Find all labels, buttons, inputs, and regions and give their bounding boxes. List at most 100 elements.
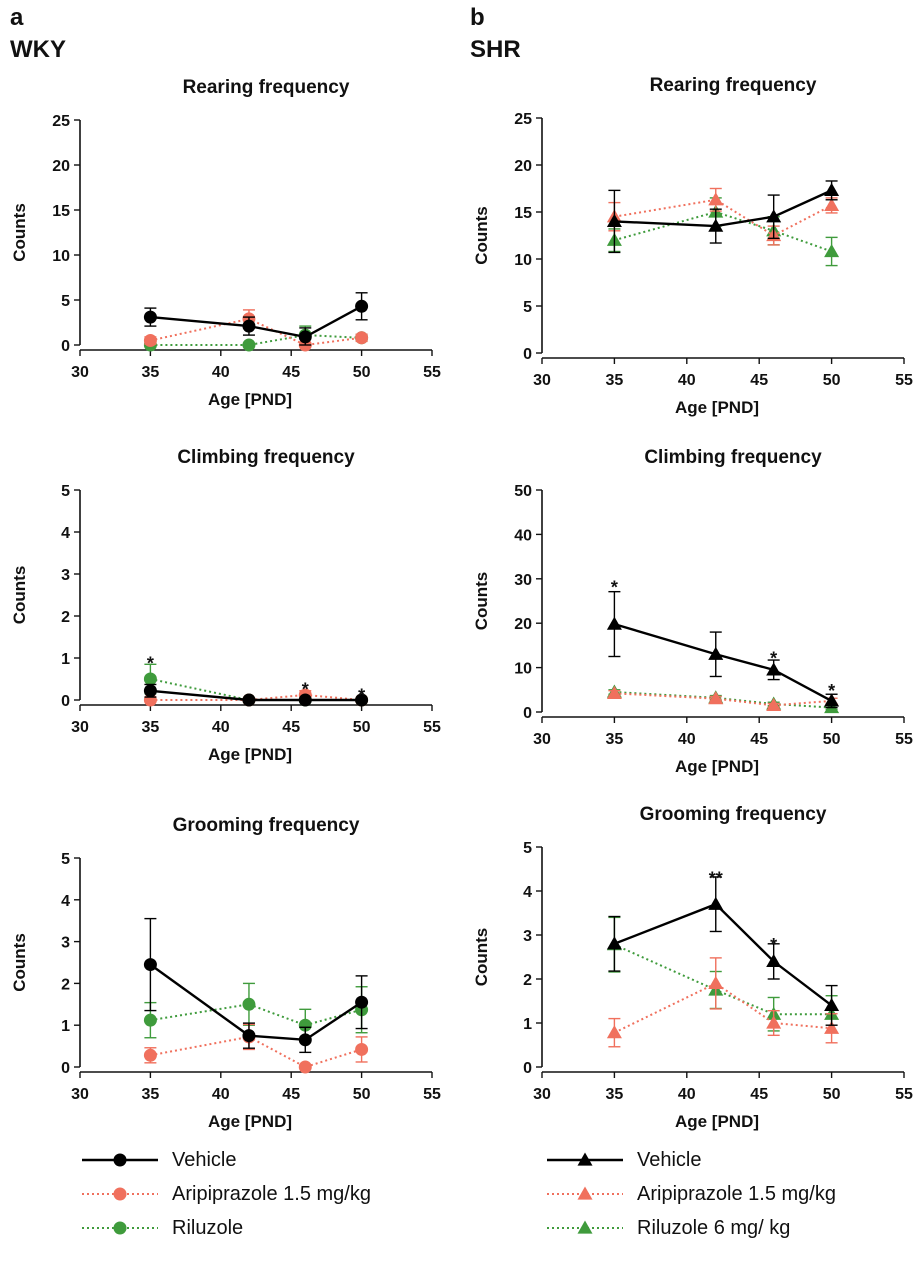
data-point [355,995,369,1009]
legend-label: Riluzole 6 mg/ kg [637,1217,791,1239]
x-tick-label: 40 [212,719,230,736]
data-point [606,1025,622,1039]
y-tick-label: 25 [514,111,532,128]
y-axis-label: Counts [472,928,491,987]
series-line [150,305,363,339]
legend-marker [113,1187,127,1201]
data-point [708,646,724,660]
data-point [298,1033,312,1047]
data-point [242,338,256,352]
data-point [242,319,256,333]
chart-shr-rearing: Rearing frequency 0 5 10 15 20 25 30 35 40 45 50 55 A… [472,75,913,417]
legend-marker [113,1153,127,1167]
series-line [614,692,832,707]
series-line [150,689,362,702]
series-line [614,189,833,228]
legend-swatch [547,1220,623,1234]
data-point [606,685,622,699]
x-tick-label: 55 [423,1086,441,1103]
y-tick-label: 4 [61,525,70,542]
legend-item: Riluzole [80,1211,440,1245]
x-tick-label: 35 [142,364,160,381]
data-point [766,953,782,968]
x-tick-label: 50 [353,364,371,381]
significance-marker: * [770,649,777,669]
y-tick-label: 0 [61,1060,70,1077]
x-tick-label: 55 [895,372,913,389]
x-tick-label: 40 [678,731,696,748]
y-axis-label: Counts [472,572,491,631]
x-tick-label: 30 [71,364,89,381]
legend-marker [113,1221,127,1235]
series-vehicle [606,180,840,254]
significance-marker: * [302,679,309,699]
data-point [355,693,369,707]
series-aripiprazole-1-5-mg-kg [606,685,840,711]
data-point [606,616,622,630]
series-line [614,691,832,709]
x-axis-label: Age [PND] [208,390,292,409]
legend-label: Aripiprazole 1.5 mg/kg [172,1183,371,1205]
y-tick-label: 10 [52,248,70,265]
x-tick-label: 45 [750,1086,768,1103]
legend-item: Vehicle [80,1143,440,1177]
x-tick-label: 35 [142,1086,160,1103]
series-riluzole-6-mg-kg [606,197,840,267]
legend-swatch [547,1152,623,1166]
series-vehicle [143,292,369,346]
y-tick-label: 15 [52,203,70,220]
x-axis-label: Age [PND] [208,745,292,764]
data-point [708,975,724,990]
y-tick-label: 2 [61,609,70,626]
y-axis-label: Counts [10,203,29,262]
x-tick-label: 35 [606,731,624,748]
data-point [355,331,369,345]
series-vehicle [143,683,369,707]
data-point [708,896,724,910]
panel-b-group-label: SHR [470,36,521,63]
legend-item: Vehicle [545,1143,905,1177]
legend-item: Aripiprazole 1.5 mg/kg [545,1177,905,1211]
series-aripiprazole-1-5-mg-kg [606,187,840,246]
legend-label: Aripiprazole 1.5 mg/kg [637,1183,836,1205]
series-line [614,622,833,702]
y-tick-label: 1 [61,651,70,668]
data-point [824,243,840,258]
y-tick-label: 20 [514,158,532,175]
series-riluzole-6-mg-kg [606,684,840,714]
data-point [143,1048,157,1062]
data-point [242,693,256,707]
data-point [298,1060,312,1074]
y-tick-label: 4 [61,893,70,910]
legend-swatch [82,1187,158,1201]
y-tick-label: 20 [514,616,532,633]
x-tick-label: 30 [533,731,551,748]
x-tick-label: 55 [423,719,441,736]
significance-marker: * [770,935,777,955]
data-point [143,958,157,972]
data-point [766,697,782,711]
data-point [143,334,157,347]
data-point [766,1015,782,1029]
x-tick-label: 55 [895,1086,913,1103]
data-point [298,330,312,344]
y-tick-label: 3 [61,567,70,584]
series-aripiprazole-1-5-mg-kg [143,688,369,707]
legend-item: Aripiprazole 1.5 mg/kg [80,1177,440,1211]
legend-label: Vehicle [172,1149,237,1171]
series-line [149,963,363,1042]
y-tick-label: 10 [514,252,532,269]
y-tick-label: 0 [61,693,70,710]
y-tick-label: 3 [61,935,70,952]
x-tick-label: 45 [750,731,768,748]
y-tick-label: 2 [523,972,532,989]
data-point [143,310,157,324]
chart-title: Climbing frequency [177,447,355,468]
series-aripiprazole-1-5-mg-kg [143,309,369,352]
legend-label: Vehicle [637,1149,702,1171]
data-point [298,1018,312,1032]
